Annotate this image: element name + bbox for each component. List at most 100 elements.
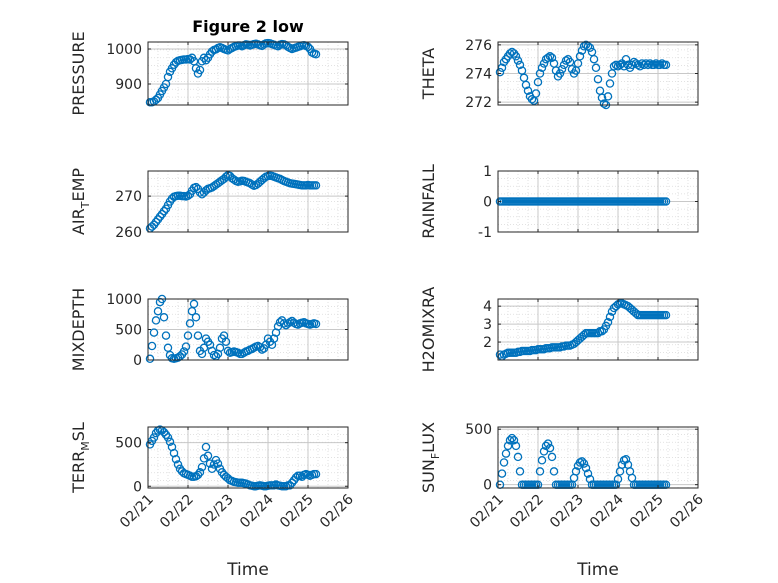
chart-pressure: 900 1000 PRESSURE Figure 2 low [69,17,349,116]
data-point [537,63,547,73]
data-point [221,172,231,181]
data-point [539,59,549,68]
data-point [529,96,539,105]
data-point [285,481,295,490]
y-tick-label: 1000 [106,292,142,308]
data-point [577,457,587,466]
data-point [215,343,225,353]
data-point [579,459,589,468]
data-point [661,310,671,320]
y-axis-label: PRESSURE [69,31,88,115]
data-point [577,46,587,55]
data-point [645,59,655,68]
data-point [513,452,523,462]
data-point [497,469,507,478]
data-point [571,467,581,476]
x-axis-label: Time [576,560,619,580]
data-point [639,60,649,70]
data-point [545,443,555,453]
data-point [509,436,519,445]
axes-box [147,426,349,489]
axes-box [147,170,349,233]
data-point [181,342,191,351]
data-point [583,469,593,478]
y-tick-label: 1000 [106,42,142,58]
data-point [191,182,201,192]
y-tick-label: 274 [465,67,492,83]
data-point [555,69,565,78]
data-point [179,347,189,356]
data-point [203,451,213,461]
y-tick-label: 4 [483,299,492,315]
x-tick-label: 02/23 [197,492,237,532]
data-point [657,59,667,68]
data-point [519,73,529,83]
data-point [151,316,161,325]
data-point [561,56,571,65]
data-point [535,69,545,78]
data-point [535,467,545,476]
data-point [609,62,619,71]
y-axis-label: SUNFLUX [419,422,442,493]
data-point [185,55,195,64]
data-point [533,77,543,87]
data-point [499,458,509,467]
data-point [537,456,547,465]
data-point [191,313,201,322]
y-tick-label: 0 [133,353,142,369]
data-point [145,354,155,364]
chart-terr_msl: 0 500 02/21 02/22 02/23 02/24 02/25 02/26 TERRMS… [69,422,357,580]
data-point [279,319,289,328]
data-point [515,467,525,476]
data-point [589,54,599,64]
data-point [149,433,159,442]
data-point [617,460,627,469]
data-point [599,99,609,108]
data-point [621,454,631,464]
data-point [549,467,559,476]
data-point [209,460,219,469]
data-point [159,427,169,437]
data-point [557,64,567,74]
data-point [543,53,553,62]
y-tick-label: 900 [115,77,142,93]
data-point [149,328,159,337]
data-point [207,464,217,474]
y-tick-label: 500 [465,422,492,438]
series-markers [145,171,321,233]
data-point [151,95,161,105]
data-point [211,45,221,54]
x-tick-label: 02/25 [277,492,317,532]
data-point [511,52,521,61]
y-axis-label: AIRTEMP [69,168,92,235]
data-point [543,439,553,448]
data-point [201,55,211,65]
data-point [575,52,585,61]
data-point [185,319,195,328]
y-tick-label: 500 [115,436,142,452]
series-markers [495,197,671,206]
data-point [501,449,511,458]
y-tick-label: 260 [115,225,142,241]
data-point [503,441,513,451]
data-point [505,436,515,445]
data-point [641,59,651,68]
data-point [195,468,205,477]
x-tick-label: 02/25 [627,492,667,532]
series-markers [145,38,321,107]
x-tick-label: 02/22 [507,492,547,532]
y-tick-label: 1 [483,164,492,180]
data-point [161,331,171,340]
data-point [655,60,665,70]
series-markers [495,299,671,361]
data-point [183,331,193,340]
data-point [583,42,593,51]
y-axis-label: THETA [419,48,438,100]
y-tick-label: 3 [483,317,492,333]
y-tick-label: 270 [115,189,142,205]
data-point [507,433,517,443]
data-point [593,328,603,338]
data-point [579,42,589,51]
y-axis-label: H2OMIXRA [419,287,438,373]
